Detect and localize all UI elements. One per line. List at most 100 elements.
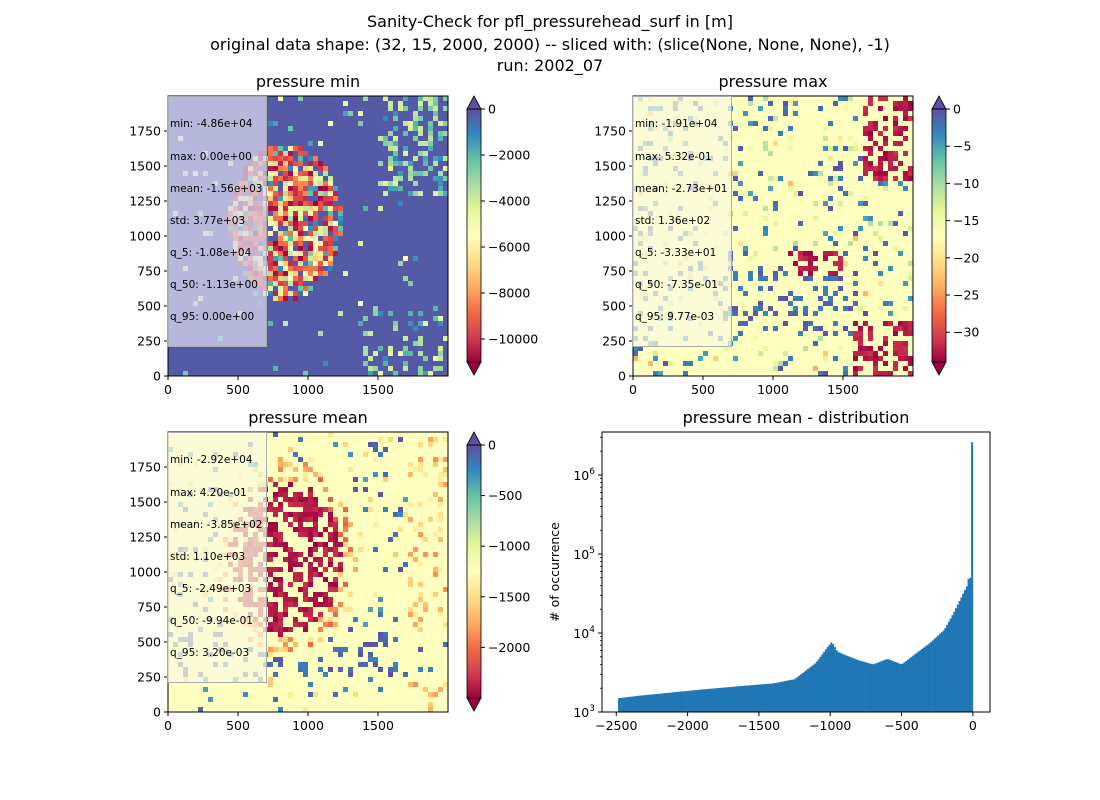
heatmap-cell <box>418 627 423 632</box>
heatmap-cell <box>183 371 188 376</box>
heatmap-cell <box>333 567 338 572</box>
heatmap-cell <box>763 216 768 221</box>
heatmap-cell <box>303 462 308 467</box>
heatmap-cell <box>273 156 278 161</box>
heatmap-cell <box>273 171 278 176</box>
x-tick-label: −500 <box>884 718 918 733</box>
heatmap-cell <box>838 261 843 266</box>
histogram-bar <box>855 659 858 712</box>
stat-line: q_50: -9.94e-01 <box>170 614 253 627</box>
histogram-bar <box>969 577 972 712</box>
heatmap-cell <box>398 186 403 191</box>
heatmap-cell <box>878 171 883 176</box>
heatmap-cell <box>338 567 343 572</box>
heatmap-cell <box>318 161 323 166</box>
heatmap-cell <box>413 527 418 532</box>
heatmap-cell <box>313 266 318 271</box>
heatmap-cell <box>273 657 278 662</box>
histogram-bar <box>867 663 870 712</box>
heatmap-cell <box>343 507 348 512</box>
heatmap-cell <box>318 206 323 211</box>
heatmap-cell <box>408 161 413 166</box>
heatmap-cell <box>323 231 328 236</box>
heatmap-cell <box>808 271 813 276</box>
heatmap-cell <box>853 301 858 306</box>
heatmap-cell <box>358 241 363 246</box>
heatmap-cell <box>303 221 308 226</box>
heatmap-cell <box>438 472 443 477</box>
heatmap-cell <box>883 301 888 306</box>
heatmap-cell <box>393 321 398 326</box>
heatmap-cell <box>858 336 863 341</box>
heatmap-cell <box>863 126 868 131</box>
heatmap-cell <box>328 121 333 126</box>
heatmap-cell <box>393 151 398 156</box>
heatmap-cell <box>338 502 343 507</box>
heatmap-cell <box>428 371 433 376</box>
heatmap-cell <box>403 146 408 151</box>
heatmap-cell <box>268 567 273 572</box>
heatmap-cell <box>903 326 908 331</box>
heatmap-cell <box>888 166 893 171</box>
heatmap-cell <box>818 306 823 311</box>
heatmap-cell <box>308 211 313 216</box>
heatmap-cell <box>898 131 903 136</box>
heatmap-cell <box>323 672 328 677</box>
heatmap-cell <box>313 241 318 246</box>
heatmap-cell <box>773 201 778 206</box>
heatmap-cell <box>898 106 903 111</box>
heatmap-cell <box>893 151 898 156</box>
y-tick-label: 1750 <box>129 460 161 475</box>
heatmap-cell <box>323 507 328 512</box>
heatmap-cell <box>273 617 278 622</box>
heatmap-cell <box>298 161 303 166</box>
heatmap-cell <box>843 366 848 371</box>
heatmap-cell <box>433 692 438 697</box>
histogram-bar <box>903 662 906 712</box>
y-tick-label: 500 <box>137 635 161 650</box>
heatmap-cell <box>268 181 273 186</box>
heatmap-cell <box>273 221 278 226</box>
histogram-bar <box>655 694 658 712</box>
heatmap-cell <box>833 306 838 311</box>
y-tick-label: 105 <box>573 546 595 562</box>
heatmap-cell <box>273 161 278 166</box>
histogram-bar <box>953 611 956 712</box>
y-tick-label: 500 <box>602 299 626 314</box>
heatmap-cell <box>323 246 328 251</box>
heatmap-cell <box>868 161 873 166</box>
heatmap-cell <box>813 216 818 221</box>
histogram-bar <box>894 662 897 712</box>
heatmap-cell <box>753 336 758 341</box>
heatmap-cell <box>418 462 423 467</box>
histogram-bar <box>846 655 849 712</box>
heatmap-cell <box>283 151 288 156</box>
heatmap-cell <box>413 682 418 687</box>
heatmap-cell <box>208 697 213 702</box>
heatmap-cell <box>268 527 273 532</box>
histogram-bar <box>949 618 952 712</box>
heatmap-cell <box>393 326 398 331</box>
histogram-bar <box>810 666 813 712</box>
heatmap-cell <box>323 191 328 196</box>
x-tick-label: 0 <box>164 382 172 397</box>
heatmap-cell <box>823 201 828 206</box>
heatmap-cell <box>853 291 858 296</box>
heatmap-cell <box>308 266 313 271</box>
heatmap-cell <box>873 171 878 176</box>
heatmap-cell <box>893 341 898 346</box>
heatmap-cell <box>268 206 273 211</box>
heatmap-cell <box>408 577 413 582</box>
heatmap-cell <box>278 191 283 196</box>
heatmap-cell <box>438 607 443 612</box>
heatmap-cell <box>308 276 313 281</box>
histogram-bar <box>778 682 781 712</box>
histogram-bar <box>687 690 690 712</box>
heatmap-cell <box>843 146 848 151</box>
heatmap-cell <box>293 642 298 647</box>
heatmap-cell <box>853 116 858 121</box>
heatmap-cell <box>328 667 333 672</box>
heatmap-cell <box>378 206 383 211</box>
histogram-bar <box>691 690 694 712</box>
heatmap-cell <box>303 191 308 196</box>
